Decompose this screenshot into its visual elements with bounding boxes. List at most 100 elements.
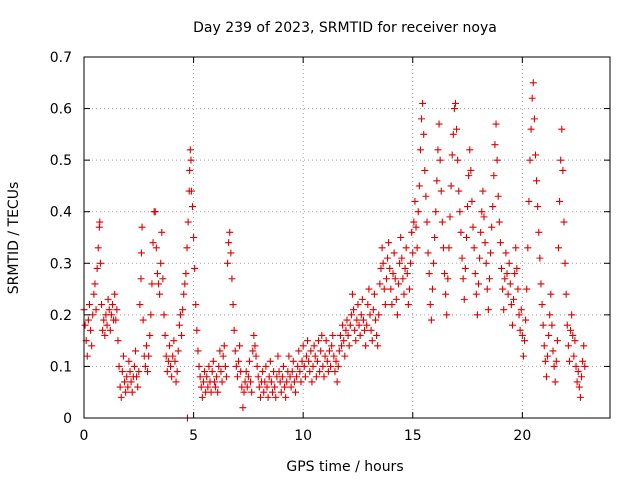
data-point bbox=[525, 197, 533, 205]
data-point bbox=[480, 213, 488, 221]
x-tick-label: 5 bbox=[189, 428, 198, 444]
data-point bbox=[466, 146, 474, 154]
data-point bbox=[382, 275, 390, 283]
data-point bbox=[534, 203, 542, 211]
data-point bbox=[444, 275, 452, 283]
data-point bbox=[114, 337, 122, 345]
data-point bbox=[422, 192, 430, 200]
data-point bbox=[186, 166, 194, 174]
data-point bbox=[449, 130, 457, 138]
data-point bbox=[400, 290, 408, 298]
data-point bbox=[539, 321, 547, 329]
data-point bbox=[571, 337, 579, 345]
data-point bbox=[116, 383, 124, 391]
data-point bbox=[207, 388, 215, 396]
data-point bbox=[516, 326, 524, 334]
data-point bbox=[89, 311, 97, 319]
data-point bbox=[163, 368, 171, 376]
data-point bbox=[548, 321, 556, 329]
data-point bbox=[233, 373, 241, 381]
data-point bbox=[291, 388, 299, 396]
data-point bbox=[355, 321, 363, 329]
data-point bbox=[267, 378, 275, 386]
data-point bbox=[155, 280, 163, 288]
data-point bbox=[118, 368, 126, 376]
data-point bbox=[327, 362, 335, 370]
data-point bbox=[152, 244, 160, 252]
data-point bbox=[472, 290, 480, 298]
data-point bbox=[527, 125, 535, 133]
data-point bbox=[261, 378, 269, 386]
data-point bbox=[147, 311, 155, 319]
data-point bbox=[323, 357, 331, 365]
data-point bbox=[342, 326, 350, 334]
data-point bbox=[573, 378, 581, 386]
data-points bbox=[80, 79, 589, 422]
data-point bbox=[341, 352, 349, 360]
data-point bbox=[388, 301, 396, 309]
data-point bbox=[371, 316, 379, 324]
data-point bbox=[279, 362, 287, 370]
data-point bbox=[503, 270, 511, 278]
data-point bbox=[197, 383, 205, 391]
data-point bbox=[83, 352, 91, 360]
data-point bbox=[305, 357, 313, 365]
data-point bbox=[81, 321, 89, 329]
y-tick-label: 0.7 bbox=[50, 50, 72, 66]
data-point bbox=[339, 321, 347, 329]
data-point bbox=[179, 306, 187, 314]
data-point bbox=[264, 393, 272, 401]
data-point bbox=[181, 280, 189, 288]
data-point bbox=[389, 270, 397, 278]
data-point bbox=[157, 259, 165, 267]
data-point bbox=[100, 316, 108, 324]
data-point bbox=[253, 362, 261, 370]
data-point bbox=[319, 362, 327, 370]
data-point bbox=[195, 362, 203, 370]
data-point bbox=[130, 362, 138, 370]
data-point bbox=[101, 331, 109, 339]
data-point bbox=[425, 270, 433, 278]
data-point bbox=[302, 352, 310, 360]
data-point bbox=[403, 270, 411, 278]
data-point bbox=[412, 223, 420, 231]
data-point bbox=[115, 362, 123, 370]
data-point bbox=[301, 373, 309, 381]
data-point bbox=[160, 311, 168, 319]
data-point bbox=[343, 316, 351, 324]
y-tick-label: 0.2 bbox=[50, 308, 72, 324]
data-point bbox=[266, 357, 274, 365]
data-point bbox=[569, 331, 577, 339]
data-point bbox=[397, 234, 405, 241]
data-point bbox=[514, 285, 522, 293]
data-point bbox=[271, 383, 279, 391]
data-point bbox=[434, 146, 442, 154]
data-point bbox=[578, 373, 586, 381]
data-point bbox=[250, 331, 258, 339]
data-point bbox=[142, 342, 150, 350]
data-point bbox=[203, 373, 211, 381]
data-point bbox=[364, 301, 372, 309]
data-point bbox=[456, 208, 464, 216]
data-point bbox=[453, 125, 461, 133]
data-point bbox=[313, 357, 321, 365]
data-point bbox=[507, 301, 515, 309]
data-point bbox=[149, 239, 157, 247]
data-point bbox=[437, 187, 445, 195]
data-point bbox=[392, 295, 400, 303]
data-point bbox=[366, 311, 374, 319]
data-point bbox=[93, 264, 101, 272]
data-point bbox=[408, 228, 416, 236]
data-point bbox=[263, 383, 271, 391]
data-point bbox=[105, 306, 113, 314]
data-point bbox=[297, 378, 305, 386]
data-point bbox=[418, 115, 426, 123]
data-point bbox=[562, 290, 570, 298]
data-point bbox=[141, 362, 149, 370]
data-point bbox=[489, 203, 497, 211]
data-point bbox=[498, 264, 506, 272]
data-point bbox=[172, 378, 180, 386]
data-point bbox=[320, 373, 328, 381]
data-point bbox=[198, 393, 206, 401]
data-point bbox=[335, 347, 343, 355]
